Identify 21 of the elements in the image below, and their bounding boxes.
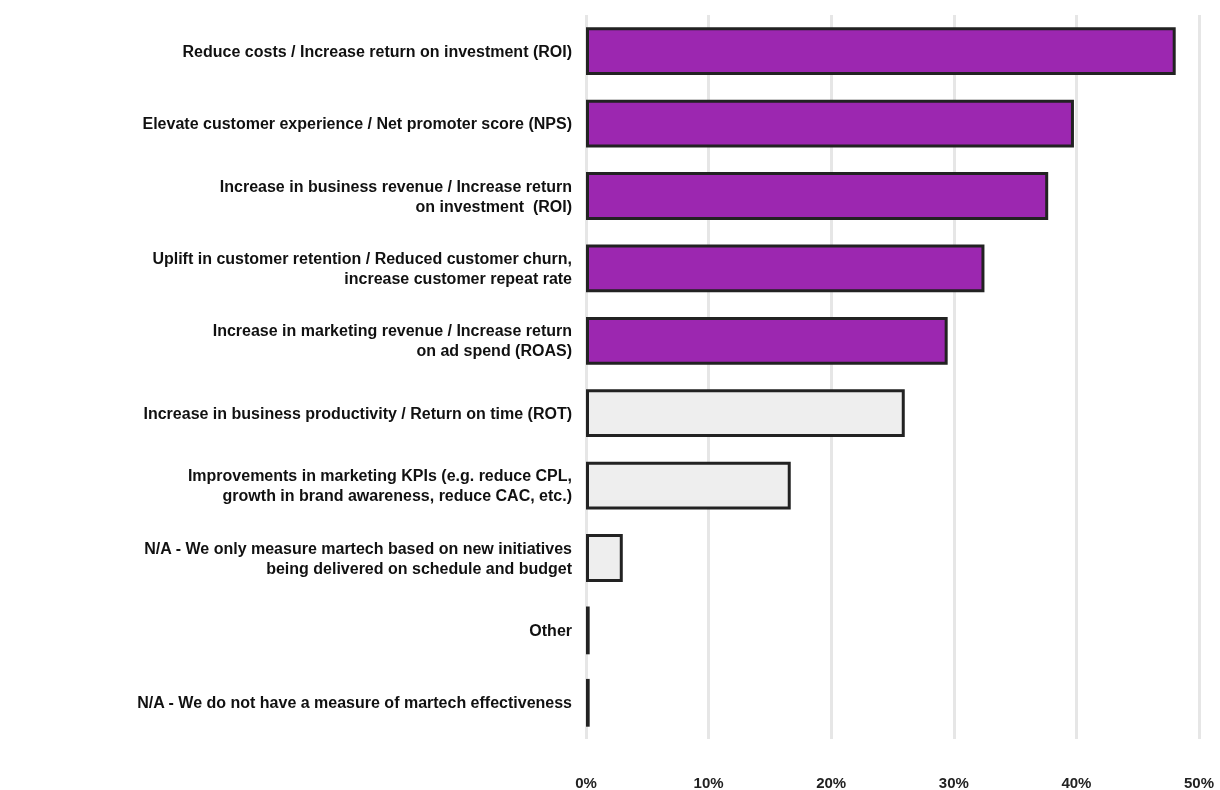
- y-tick-label: Elevate customer experience / Net promoter score (NPS): [142, 115, 572, 133]
- bar: [586, 99, 1074, 148]
- y-tick-label: N/A - We do not have a measure of martech effectiveness: [137, 694, 573, 712]
- bar: [586, 172, 1049, 220]
- x-tick-label: 0%: [575, 774, 597, 790]
- y-tick-label: Improvements in marketing KPIs (e.g. reduce CPL, growth in brand awareness, reduce CAC, etc.): [187, 467, 572, 505]
- x-tick-label: 40%: [1061, 774, 1092, 790]
- y-tick-label: Increase in business productivity / Return on time (ROT): [143, 404, 572, 422]
- x-tick-label: 10%: [693, 774, 724, 790]
- y-tick-label: N/A - We only measure martech based on new initiatives being delivered on schedule and budget: [144, 539, 573, 577]
- bar: [586, 27, 1176, 76]
- x-tick-label: 30%: [938, 774, 969, 790]
- y-tick-label: Other: [529, 621, 572, 639]
- bar: [586, 244, 985, 293]
- y-tick-label: Reduce costs / Increase return on investment (ROI): [182, 42, 572, 60]
- x-tick-label: 20%: [816, 774, 847, 790]
- y-tick-label: Uplift in customer retention / Reduced customer churn, increase customer repeat rate: [152, 249, 573, 287]
- y-tick-label: Increase in business revenue / Increase return on investment (ROI): [219, 177, 572, 215]
- bar: [586, 316, 948, 365]
- x-tick-label: 50%: [1183, 774, 1215, 790]
- y-tick-label: Increase in marketing revenue / Increase return on ad spend (ROAS): [212, 322, 572, 360]
